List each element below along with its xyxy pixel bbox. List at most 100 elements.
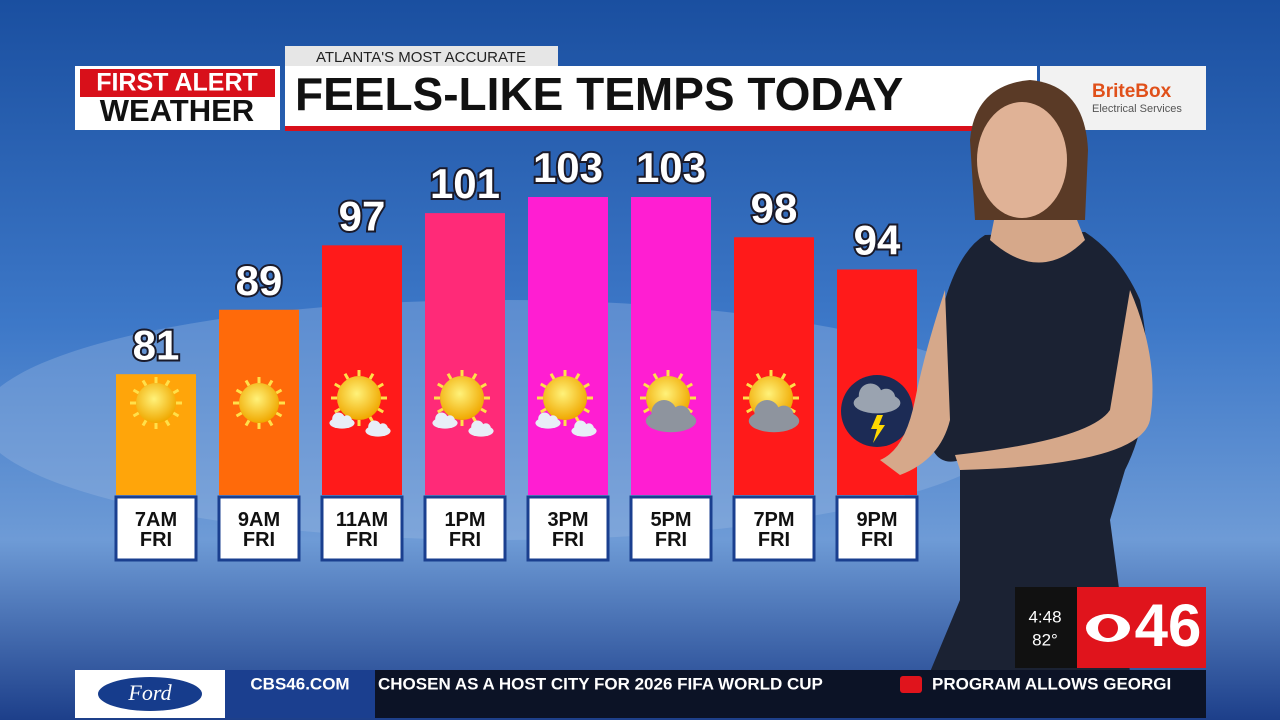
bar xyxy=(631,197,711,495)
sponsor: BriteBox xyxy=(1092,81,1172,102)
ford-oval xyxy=(98,677,202,711)
cloud xyxy=(877,388,896,407)
sun-ray xyxy=(583,407,590,414)
sun-ray xyxy=(141,379,148,387)
sun-ray xyxy=(343,373,350,380)
sun-ray xyxy=(235,411,243,418)
sun-ray xyxy=(540,382,547,389)
sun-ray xyxy=(480,407,487,414)
bar xyxy=(322,245,402,495)
cloud xyxy=(548,415,558,426)
bolt xyxy=(871,415,885,443)
x-tick-label: 11AM FRI xyxy=(335,509,389,551)
cloud xyxy=(584,423,594,434)
value-label: 97 xyxy=(339,192,386,239)
cloud xyxy=(342,415,352,426)
x-tick-label: 3PM FRI xyxy=(547,509,589,551)
category-box xyxy=(526,495,610,562)
brand-line2: WEATHER xyxy=(100,93,254,128)
tag-box xyxy=(285,46,558,68)
sun-ray xyxy=(377,407,384,414)
title-box xyxy=(285,66,1037,126)
sun-ray xyxy=(686,382,693,389)
cloud xyxy=(471,420,484,434)
sun-ray xyxy=(172,388,180,395)
sun-ray xyxy=(789,382,796,389)
sun-ray xyxy=(574,373,581,380)
bar xyxy=(734,237,814,495)
value-label: 94 xyxy=(854,217,901,264)
sun-ray xyxy=(244,419,251,427)
category-box xyxy=(320,495,404,562)
sun-ray xyxy=(244,379,251,387)
sun xyxy=(136,383,176,423)
bug-channel: 46 xyxy=(1135,592,1202,659)
cbs-pupil xyxy=(1098,618,1118,638)
cloud xyxy=(574,420,587,434)
cloud xyxy=(651,400,677,426)
sun xyxy=(440,376,484,420)
x-tick-label: 1PM FRI xyxy=(444,509,486,551)
value-label: 89 xyxy=(236,257,283,304)
cloud xyxy=(435,412,448,426)
sun-ray xyxy=(368,373,375,380)
sun-ray xyxy=(334,382,341,389)
sun-ray xyxy=(480,382,487,389)
cloud xyxy=(538,412,551,426)
sun-ray xyxy=(132,388,140,395)
sun-ray xyxy=(583,382,590,389)
site: CBS46.COM xyxy=(250,674,349,693)
x-tick-label: 5PM FRI xyxy=(650,509,692,551)
cloud xyxy=(445,415,455,426)
sun-ray xyxy=(267,379,274,387)
sun-ray xyxy=(446,373,453,380)
sun-ray xyxy=(549,373,556,380)
sun-ray xyxy=(275,411,283,418)
cloud xyxy=(858,383,883,407)
sun-ray xyxy=(746,382,753,389)
sun-ray xyxy=(780,373,787,380)
sun-ray xyxy=(652,373,659,380)
value-label: 98 xyxy=(751,184,798,231)
sun xyxy=(543,376,587,420)
bug-temp: 82° xyxy=(1032,630,1058,649)
cloud xyxy=(368,420,381,434)
sun-ray xyxy=(172,411,180,418)
category-box xyxy=(114,495,198,562)
sun-ray xyxy=(540,407,547,414)
x-tick-label: 9AM FRI xyxy=(237,509,281,551)
brand-red xyxy=(80,69,275,97)
sun-ray xyxy=(377,382,384,389)
value-label: 81 xyxy=(133,321,180,368)
bug-time-box xyxy=(1015,587,1077,668)
sun-ray xyxy=(132,411,140,418)
cloud xyxy=(754,400,780,426)
bug-time: 4:48 xyxy=(1028,607,1061,626)
sun-ray xyxy=(235,388,243,395)
category-box xyxy=(629,495,713,562)
sun-ray xyxy=(471,373,478,380)
tag: ATLANTA'S MOST ACCURATE xyxy=(316,49,526,66)
value-label: 101 xyxy=(430,160,500,207)
sun-ray xyxy=(643,382,650,389)
category-box xyxy=(732,495,816,562)
ticker-item: CHOSEN AS A HOST CITY FOR 2026 FIFA WORL… xyxy=(378,674,823,693)
x-tick-label: 7PM FRI xyxy=(753,509,795,551)
category-box xyxy=(835,495,919,562)
cloud xyxy=(378,423,388,434)
ticker-item: PROGRAM ALLOWS GEORGI xyxy=(932,674,1171,693)
brand-line1: FIRST ALERT xyxy=(96,69,258,97)
sponsor-sub: Electrical Services xyxy=(1092,103,1182,115)
value-label: 103 xyxy=(533,144,603,191)
x-tick-label: 7AM FRI xyxy=(134,509,178,551)
sun-ray xyxy=(437,407,444,414)
sun xyxy=(239,383,279,423)
presenter xyxy=(880,80,1153,672)
value-label: 103 xyxy=(636,144,706,191)
bar xyxy=(528,197,608,495)
chart-title: FEELS-LIKE TEMPS TODAY xyxy=(295,68,903,120)
sun-ray xyxy=(437,382,444,389)
sun xyxy=(337,376,381,420)
